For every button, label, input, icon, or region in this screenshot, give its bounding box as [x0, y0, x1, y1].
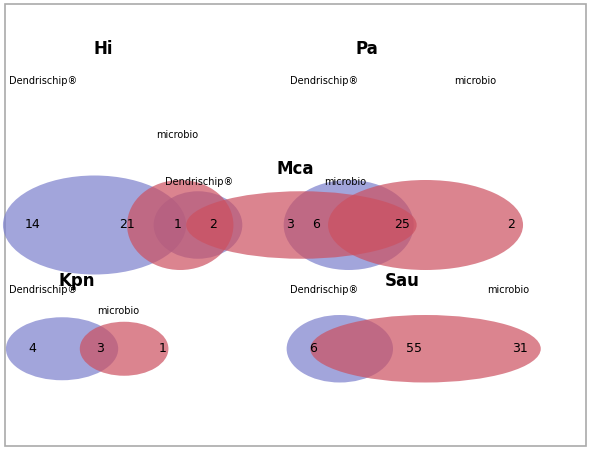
Text: 2: 2: [209, 219, 217, 231]
Text: Dendrischip®: Dendrischip®: [165, 177, 233, 187]
Text: 6: 6: [312, 219, 320, 231]
Text: 3: 3: [96, 342, 105, 355]
Text: microbio: microbio: [156, 130, 198, 140]
Text: 55: 55: [405, 342, 422, 355]
Ellipse shape: [310, 315, 541, 382]
Text: microbio: microbio: [97, 306, 139, 315]
Text: 25: 25: [394, 219, 410, 231]
Text: 2: 2: [507, 219, 515, 231]
Text: Kpn: Kpn: [59, 272, 95, 290]
Text: Dendrischip®: Dendrischip®: [290, 76, 358, 86]
Ellipse shape: [284, 180, 414, 270]
Text: Mca: Mca: [277, 160, 314, 178]
Ellipse shape: [6, 317, 118, 380]
Text: 3: 3: [285, 219, 294, 231]
Text: Dendrischip®: Dendrischip®: [9, 76, 77, 86]
Text: 14: 14: [25, 219, 40, 231]
Ellipse shape: [186, 191, 417, 259]
Text: Hi: Hi: [94, 40, 113, 58]
Text: 1: 1: [173, 219, 181, 231]
Text: Sau: Sau: [384, 272, 420, 290]
Text: microbio: microbio: [324, 177, 366, 187]
Text: 31: 31: [512, 342, 528, 355]
Text: microbio: microbio: [454, 76, 496, 86]
Ellipse shape: [287, 315, 393, 382]
Text: Dendrischip®: Dendrischip®: [290, 285, 358, 295]
Text: 6: 6: [309, 342, 317, 355]
Ellipse shape: [127, 180, 233, 270]
Text: 21: 21: [119, 219, 135, 231]
Text: microbio: microbio: [487, 285, 529, 295]
Text: Pa: Pa: [355, 40, 378, 58]
Text: Dendrischip®: Dendrischip®: [9, 285, 77, 295]
FancyBboxPatch shape: [5, 4, 586, 446]
Ellipse shape: [3, 176, 186, 274]
Ellipse shape: [154, 191, 242, 259]
Ellipse shape: [80, 322, 168, 376]
Ellipse shape: [328, 180, 523, 270]
Text: 1: 1: [158, 342, 167, 355]
Text: 4: 4: [28, 342, 37, 355]
